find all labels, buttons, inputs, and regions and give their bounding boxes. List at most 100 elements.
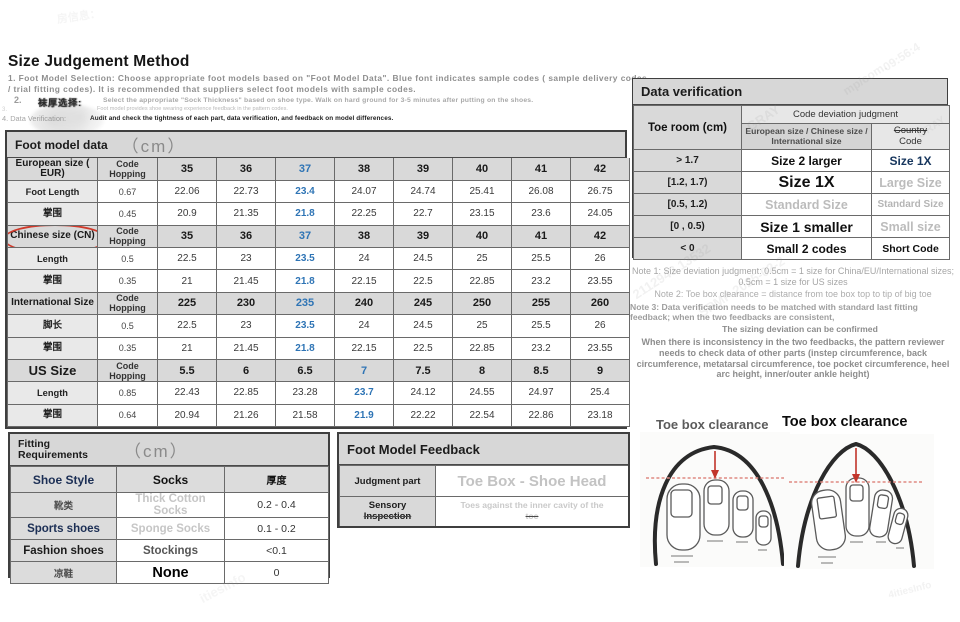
size-data-cell: 23.5 [275, 246, 335, 271]
shoe-style-cell: Sports shoes [10, 517, 117, 540]
size-data-cell: 21.58 [275, 403, 335, 428]
row-label-text: Foot Length [25, 186, 80, 197]
size-data-cell: 260 [570, 291, 630, 316]
foot-model-feedback-panel: Foot Model Feedback Judgment part Toe Bo… [337, 432, 630, 528]
size-data-cell: 24.55 [452, 381, 512, 405]
code-hopping-cell: Code Hopping [97, 224, 158, 249]
size-data-cell: 22.5 [157, 314, 217, 338]
note-text: The sizing deviation can be confirmed [722, 324, 878, 334]
verification-row: < 0 Small 2 codes Short Code [633, 237, 951, 260]
size-data-cell: 22.85 [452, 336, 512, 360]
panel-title: Data verification [641, 84, 743, 99]
size-data-cell: 24 [334, 246, 394, 271]
sensory-inspection-label: Sensory Inspection [339, 496, 436, 526]
fitting-row: 靴类 Thick Cotton Socks 0.2 - 0.4 [10, 492, 329, 518]
euro-judgment-cell: Standard Size [741, 193, 872, 216]
euro-judgment-cell: Size 1X [741, 171, 872, 194]
size-data-cell: 21.9 [334, 403, 394, 428]
size-data-cell: 8 [452, 358, 512, 383]
code-deviation-header: Code deviation judgment [740, 105, 951, 124]
size-data-cell: 22.5 [393, 269, 453, 293]
row-label-text: 掌围 [42, 409, 62, 421]
list-number: 2. [14, 95, 22, 105]
table-row: Sensory Inspection Toes against the inne… [339, 496, 628, 526]
intro-paragraph: 1. Foot Model Selection: Choose appropri… [8, 73, 648, 94]
code-hopping-cell: 0.35 [97, 269, 158, 293]
unit-label: （cm） [124, 442, 189, 461]
intro-line-3: 3. Foot model provides shoe wearing expe… [2, 106, 642, 118]
size-data-cell: 40 [452, 224, 512, 249]
size-data-cell: 21.8 [275, 202, 335, 226]
size-data-cell: 23.18 [570, 403, 630, 428]
sock-thickness-cn-label: 袜厚选择: [38, 98, 82, 108]
table-row: European size / Chinese size / Internati… [634, 123, 951, 150]
size-data-cell: 25 [452, 314, 512, 338]
row-label-text: US Size [28, 362, 77, 378]
data-verification-note: Audit and check the tightness of each pa… [90, 115, 394, 122]
foot-table-row: 掌围 0.35 21 21.45 21.8 22.15 22.5 22.85 23.2 23.55 [7, 269, 630, 293]
code-hopping-cell: Code Hopping [97, 158, 158, 181]
socks-cell: Stockings [116, 539, 225, 562]
label-line: Sensory [368, 500, 407, 512]
size-data-cell: 23.28 [275, 381, 335, 405]
verification-row: [1.2, 1.7) Size 1X Large Size [633, 171, 951, 194]
toe-diagram-pointed [784, 434, 934, 569]
toe-diagram-round [640, 432, 790, 567]
list-number: 3. [2, 107, 8, 113]
fitting-requirements-header: Fitting Requirements （cm） [10, 434, 328, 466]
fitting-row: Fashion shoes Stockings <0.1 [10, 539, 329, 562]
size-data-cell: 42 [570, 224, 630, 249]
size-data-cell: 37 [275, 224, 335, 249]
watermark-fragment: 4itiesInfo [887, 579, 933, 601]
size-data-cell: 26.75 [570, 179, 630, 204]
size-data-cell: 255 [511, 291, 571, 316]
row-label-text: 脚长 [42, 319, 62, 331]
size-data-cell: 9 [570, 358, 630, 383]
judgment-part-value: Toe Box - Shoe Head [435, 464, 628, 498]
country-judgment-cell: Small size [870, 215, 951, 238]
row-label: 掌围 [7, 202, 98, 226]
foot-table-row: Foot Length 0.67 22.06 22.73 23.4 24.07 24.74 2… [7, 179, 630, 204]
toe-box-clearance-label-right: Toe box clearance [782, 414, 908, 430]
panel-title: Foot Model Feedback [347, 441, 480, 457]
size-data-cell: 22.22 [393, 403, 453, 428]
size-data-cell: 39 [393, 224, 453, 249]
feedback-note: Foot model provides shoe wearing experie… [97, 106, 288, 112]
watermark-fragment: 房信息： [56, 8, 102, 27]
code-word: Code [899, 135, 922, 147]
size-data-cell: 23.5 [275, 314, 335, 338]
row-label: International Size [7, 291, 98, 316]
size-data-cell: 39 [393, 158, 453, 181]
size-data-cell: 21 [157, 336, 217, 360]
code-hopping-cell: 0.64 [97, 403, 158, 428]
foot-table-row: Chinese size (CN) Code Hopping 35 36 37 38 39 4… [7, 224, 630, 249]
code-hopping-cell: Code Hopping [97, 358, 158, 383]
feedback-table: Judgment part Toe Box - Shoe Head Sensor… [339, 464, 628, 526]
size-data-cell: 21.35 [216, 202, 276, 226]
size-data-cell: 22.85 [216, 381, 276, 405]
size-data-cell: 25.5 [511, 246, 571, 271]
country-judgment-cell: Size 1X [870, 149, 951, 172]
country-word: Country [893, 125, 928, 136]
intro-line-2: 2. 袜厚选择: Select the appropriate "Sock Th… [8, 95, 648, 108]
toe-box-clearance-label-left: Toe box clearance [656, 417, 769, 432]
value-line: toe [525, 510, 539, 521]
foot-table-row: 掌围 0.45 20.9 21.35 21.8 22.25 22.7 23.15 23.6 24.… [7, 202, 630, 226]
row-label: European size ( EUR) [7, 158, 98, 181]
size-data-cell: 24.5 [393, 246, 453, 271]
verification-row: [0.5, 1.2) Standard Size Standard Size [633, 193, 951, 216]
size-data-cell: 23.2 [511, 269, 571, 293]
code-hopping-cell: 0.5 [97, 314, 158, 338]
row-label: 掌围 [7, 403, 98, 428]
size-data-cell: 25.5 [511, 314, 571, 338]
size-data-cell: 24.74 [393, 179, 453, 204]
shoe-style-cell: 靴类 [10, 492, 117, 518]
size-data-cell: 25.41 [452, 179, 512, 204]
size-data-cell: 38 [334, 224, 394, 249]
foot-table-row: 脚长 0.5 22.5 23 23.5 24 24.5 25 25.5 26 [7, 314, 630, 338]
size-data-cell: 21 [157, 269, 217, 293]
size-data-cell: 24.07 [334, 179, 394, 204]
size-data-cell: 41 [511, 158, 571, 181]
row-label-text: Length [37, 387, 68, 398]
